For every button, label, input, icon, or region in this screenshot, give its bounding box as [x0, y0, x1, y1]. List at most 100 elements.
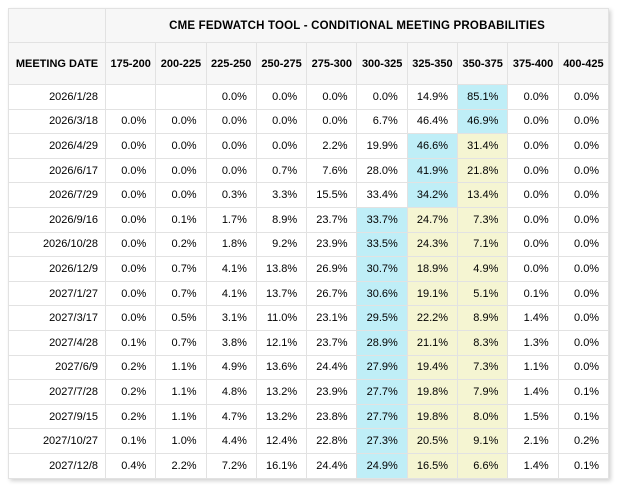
probability-cell: 8.0%	[457, 403, 509, 430]
probability-cell: 1.5%	[507, 403, 559, 430]
probability-cell: 33.7%	[356, 206, 408, 233]
table-row: 2027/10/27 0.1% 1.0% 4.4% 12.4% 22.8% 27.3% 20.…	[8, 428, 610, 454]
probability-cell: 3.3%	[255, 182, 308, 208]
meeting-date-cell: 2027/1/27	[8, 280, 106, 307]
probability-cell: 0.0%	[155, 108, 207, 135]
probability-cell: 23.8%	[306, 403, 358, 430]
probability-cell: 0.0%	[104, 133, 157, 159]
probability-cell: 0.2%	[104, 379, 157, 405]
probability-cell: 7.6%	[306, 157, 358, 184]
table-row: 2027/7/28 0.2% 1.1% 4.8% 13.2% 23.9% 27.7% 19.8…	[8, 379, 610, 405]
rate-column-header: 175-200	[104, 42, 157, 85]
rate-column-header: 225-250	[205, 42, 257, 85]
probability-cell: 26.7%	[306, 280, 358, 307]
probability-cell: 14.9%	[406, 84, 459, 110]
meeting-date-cell: 2027/6/9	[8, 354, 106, 381]
probability-cell: 0.0%	[104, 182, 157, 208]
probability-cell: 16.1%	[255, 452, 308, 479]
probability-cell: 0.0%	[306, 108, 358, 135]
table-row: 2027/9/15 0.2% 1.1% 4.7% 13.2% 23.8% 27.7% 19.8…	[8, 403, 610, 430]
probability-cell: 27.7%	[356, 379, 408, 405]
probability-cell: 0.0%	[104, 280, 157, 307]
probability-cell: 19.9%	[356, 133, 408, 159]
corner-cell	[8, 8, 106, 43]
probability-cell: 1.1%	[155, 379, 207, 405]
probability-cell: 1.4%	[507, 305, 559, 331]
rate-column-header: 350-375	[457, 42, 509, 85]
probability-cell: 27.9%	[356, 354, 408, 381]
probability-cell: 7.1%	[457, 231, 509, 258]
probability-cell: 6.7%	[356, 108, 408, 135]
probability-cell: 5.1%	[457, 280, 509, 307]
probability-cell: 0.0%	[507, 157, 559, 184]
probability-cell: 9.1%	[457, 428, 509, 454]
probability-cell: 22.2%	[406, 305, 459, 331]
probability-cell: 4.9%	[205, 354, 257, 381]
table-row: 2026/3/18 0.0% 0.0% 0.0% 0.0% 0.0% 6.7% 46.4% 46…	[8, 108, 610, 135]
probability-cell: 7.3%	[457, 206, 509, 233]
probability-cell: 0.0%	[557, 280, 610, 307]
probability-cell: 0.0%	[507, 206, 559, 233]
probability-cell: 8.3%	[457, 329, 509, 356]
probability-cell: 31.4%	[457, 133, 509, 159]
probability-cell	[104, 84, 157, 110]
rate-column-header: 250-275	[255, 42, 308, 85]
probability-cell: 85.1%	[457, 84, 509, 110]
probability-cell: 12.4%	[255, 428, 308, 454]
probability-cell: 0.0%	[255, 84, 308, 110]
table-row: 2026/9/16 0.0% 0.1% 1.7% 8.9% 23.7% 33.7% 24.7%…	[8, 206, 610, 233]
probability-cell: 0.0%	[507, 256, 559, 282]
probability-cell: 0.0%	[104, 256, 157, 282]
probability-cell: 1.1%	[155, 403, 207, 430]
probability-cell: 0.0%	[557, 108, 610, 135]
probability-cell: 0.4%	[104, 452, 157, 479]
probability-cell: 0.0%	[205, 84, 257, 110]
table-row: 2027/12/8 0.4% 2.2% 7.2% 16.1% 24.4% 24.9% 16.5…	[8, 452, 610, 479]
probability-cell: 15.5%	[306, 182, 358, 208]
probability-cell	[155, 84, 207, 110]
probability-cell: 0.0%	[205, 108, 257, 135]
probability-cell: 0.2%	[104, 403, 157, 430]
probability-cell: 30.6%	[356, 280, 408, 307]
probability-cell: 0.0%	[557, 231, 610, 258]
table-row: 2026/6/17 0.0% 0.0% 0.0% 0.7% 7.6% 28.0% 41.9% 2…	[8, 157, 610, 184]
probability-cell: 3.1%	[205, 305, 257, 331]
probability-cell: 23.9%	[306, 379, 358, 405]
probability-cell: 8.9%	[255, 206, 308, 233]
probability-cell: 4.8%	[205, 379, 257, 405]
probability-cell: 0.0%	[104, 108, 157, 135]
rate-column-header: 375-400	[507, 42, 559, 85]
probability-cell: 29.5%	[356, 305, 408, 331]
probability-cell: 1.8%	[205, 231, 257, 258]
probability-cell: 13.7%	[255, 280, 308, 307]
meeting-date-cell: 2026/1/28	[8, 84, 106, 110]
probability-cell: 0.7%	[255, 157, 308, 184]
probability-cell: 0.0%	[306, 84, 358, 110]
probability-cell: 9.2%	[255, 231, 308, 258]
rate-column-header: 400-425	[557, 42, 610, 85]
fedwatch-table-container: CME FEDWATCH TOOL - CONDITIONAL MEETING …	[8, 8, 610, 479]
table-row: 2027/3/17 0.0% 0.5% 3.1% 11.0% 23.1% 29.5% 22.2…	[8, 305, 610, 331]
probability-cell: 6.6%	[457, 452, 509, 479]
probability-cell: 8.9%	[457, 305, 509, 331]
table-body: 2026/1/28 0.0% 0.0% 0.0% 0.0% 14.9% 85.1% 0.0% 0…	[8, 84, 610, 479]
probability-cell: 0.0%	[557, 354, 610, 381]
table-row: 2026/7/29 0.0% 0.0% 0.3% 3.3% 15.5% 33.4% 34.2%…	[8, 182, 610, 208]
probability-cell: 7.2%	[205, 452, 257, 479]
rate-column-header: 300-325	[356, 42, 408, 85]
probability-cell: 0.0%	[255, 133, 308, 159]
probability-cell: 4.1%	[205, 280, 257, 307]
probability-cell: 19.4%	[406, 354, 459, 381]
table-row: 2027/4/28 0.1% 0.7% 3.8% 12.1% 23.7% 28.9% 21.1…	[8, 329, 610, 356]
probability-cell: 0.0%	[155, 182, 207, 208]
probability-cell: 0.0%	[557, 157, 610, 184]
table-row: 2026/10/28 0.0% 0.2% 1.8% 9.2% 23.9% 33.5% 24.3…	[8, 231, 610, 258]
table-row: 2027/6/9 0.2% 1.1% 4.9% 13.6% 24.4% 27.9% 19.4%…	[8, 354, 610, 381]
probability-cell: 1.0%	[155, 428, 207, 454]
probability-cell: 0.0%	[507, 133, 559, 159]
probability-cell: 0.0%	[507, 108, 559, 135]
probability-cell: 0.2%	[557, 428, 610, 454]
meeting-date-column-header: MEETING DATE	[8, 42, 106, 85]
probability-cell: 2.1%	[507, 428, 559, 454]
probability-cell: 13.2%	[255, 379, 308, 405]
